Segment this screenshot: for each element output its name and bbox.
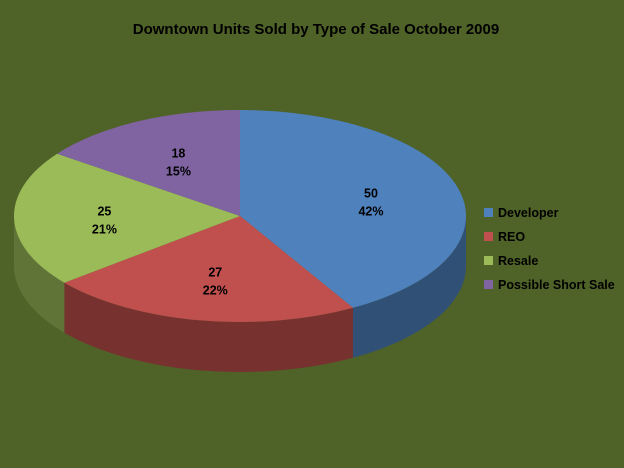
legend-label-possible-short-sale: Possible Short Sale (498, 278, 615, 292)
legend-label-developer: Developer (498, 206, 559, 220)
pie-side-resale (14, 216, 65, 333)
data-label-percent-resale: 21% (92, 223, 117, 237)
data-label-value-reo: 27 (208, 266, 222, 280)
pie-slice-developer (240, 110, 467, 308)
legend-swatch-reo (484, 232, 493, 241)
legend-label-resale: Resale (498, 254, 538, 268)
pie-slice-resale (13, 153, 241, 283)
pie-side-developer (353, 216, 466, 358)
data-label-value-developer: 50 (364, 187, 378, 201)
legend: Developer REO Resale Possible Short Sale (484, 206, 615, 292)
legend-swatch-developer (484, 208, 493, 217)
data-label-value-resale: 25 (97, 205, 111, 219)
legend-label-reo: REO (498, 230, 525, 244)
data-label-value-possible-short-sale: 18 (171, 146, 185, 160)
data-label-percent-reo: 22% (203, 284, 228, 298)
data-label-percent-developer: 42% (358, 205, 383, 219)
data-label-percent-possible-short-sale: 15% (166, 164, 191, 178)
legend-swatch-resale (484, 256, 493, 265)
pie-side-reo (64, 282, 353, 372)
pie-plot-area: 50 42% 27 22% 25 21% 18 15% (13, 110, 467, 372)
pie-slice-reo (64, 216, 353, 322)
legend-swatch-possible-short-sale (484, 280, 493, 289)
pie-slice-possible-short-sale (57, 110, 241, 216)
chart-title: Downtown Units Sold by Type of Sale Octo… (133, 21, 499, 38)
